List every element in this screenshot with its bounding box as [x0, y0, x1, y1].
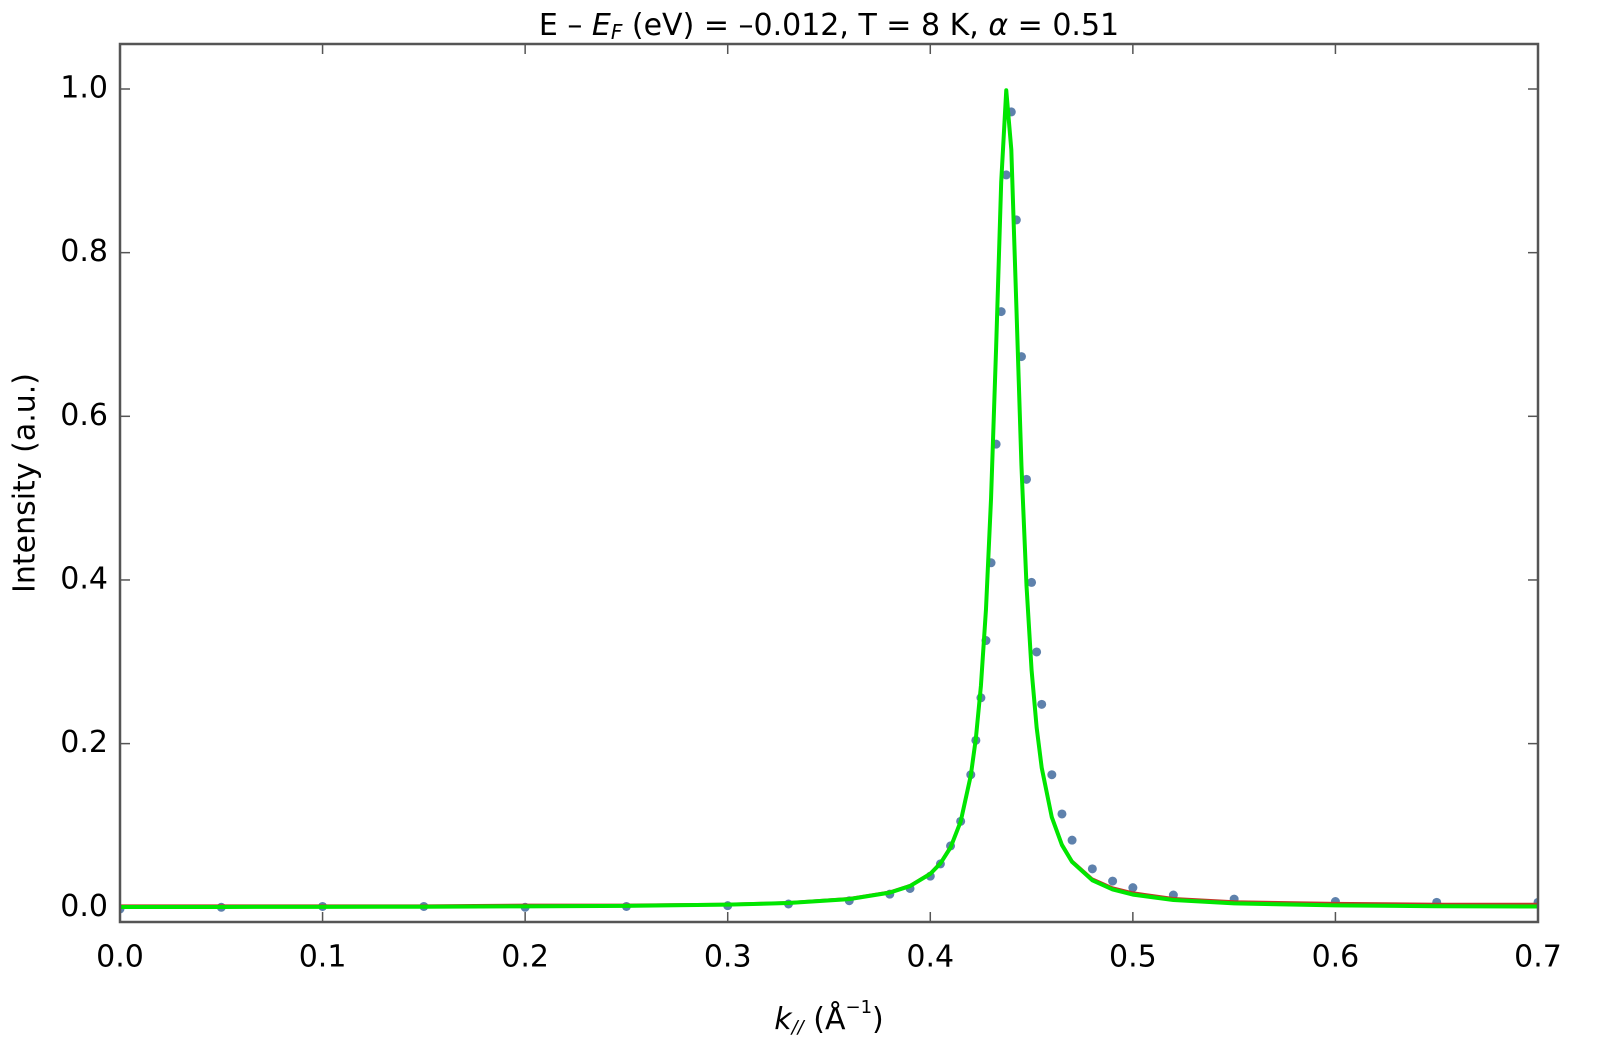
x-tick-label: 0.6: [1312, 940, 1360, 975]
data-point: [1067, 835, 1077, 845]
label-part: k: [774, 1002, 793, 1037]
data-point: [1087, 864, 1097, 874]
x-tick-label: 0.7: [1514, 940, 1562, 975]
data-point: [1037, 699, 1047, 709]
label-part: ): [872, 1002, 884, 1037]
title-part: E: [592, 8, 611, 43]
x-tick-label: 0.2: [501, 940, 549, 975]
label-part: //: [790, 1017, 806, 1038]
y-tick-label: 0.4: [60, 561, 108, 596]
title-part: F: [611, 20, 623, 44]
fit-line: [120, 88, 1538, 907]
label-part: (Å: [804, 1001, 846, 1037]
y-tick-label: 0.8: [60, 234, 108, 269]
data-point: [1128, 883, 1138, 893]
data-point: [1047, 770, 1057, 780]
x-axis-label: k// (Å−1): [774, 997, 884, 1038]
x-tick-label: 0.1: [299, 940, 347, 975]
y-axis-label: Intensity (a.u.): [8, 373, 43, 593]
data-point: [1108, 876, 1118, 886]
data-point: [1032, 647, 1042, 657]
plot-area: [120, 88, 1538, 914]
y-tick-label: 0.0: [60, 889, 108, 924]
chart-title: E – EF (eV) = –0.012, T = 8 K, α = 0.51: [539, 8, 1119, 44]
x-tick-label: 0.0: [96, 940, 144, 975]
data-point: [1001, 170, 1011, 180]
x-tick-label: 0.5: [1109, 940, 1157, 975]
title-part: E –: [539, 8, 592, 43]
title-part: α: [988, 8, 1008, 43]
fit-line: [120, 88, 1538, 910]
label-part: −1: [846, 997, 873, 1018]
x-tick-label: 0.4: [906, 940, 954, 975]
y-tick-label: 0.6: [60, 398, 108, 433]
data-point: [1057, 809, 1067, 819]
title-part: = 0.51: [1008, 8, 1119, 43]
plot-frame: [118, 42, 1540, 924]
x-tick-label: 0.3: [704, 940, 752, 975]
data-point: [1027, 577, 1037, 587]
y-tick-label: 0.2: [60, 725, 108, 760]
data-point: [1022, 474, 1032, 484]
title-part: (eV) = –0.012, T = 8 K,: [622, 8, 988, 43]
y-tick-label: 1.0: [60, 71, 108, 106]
